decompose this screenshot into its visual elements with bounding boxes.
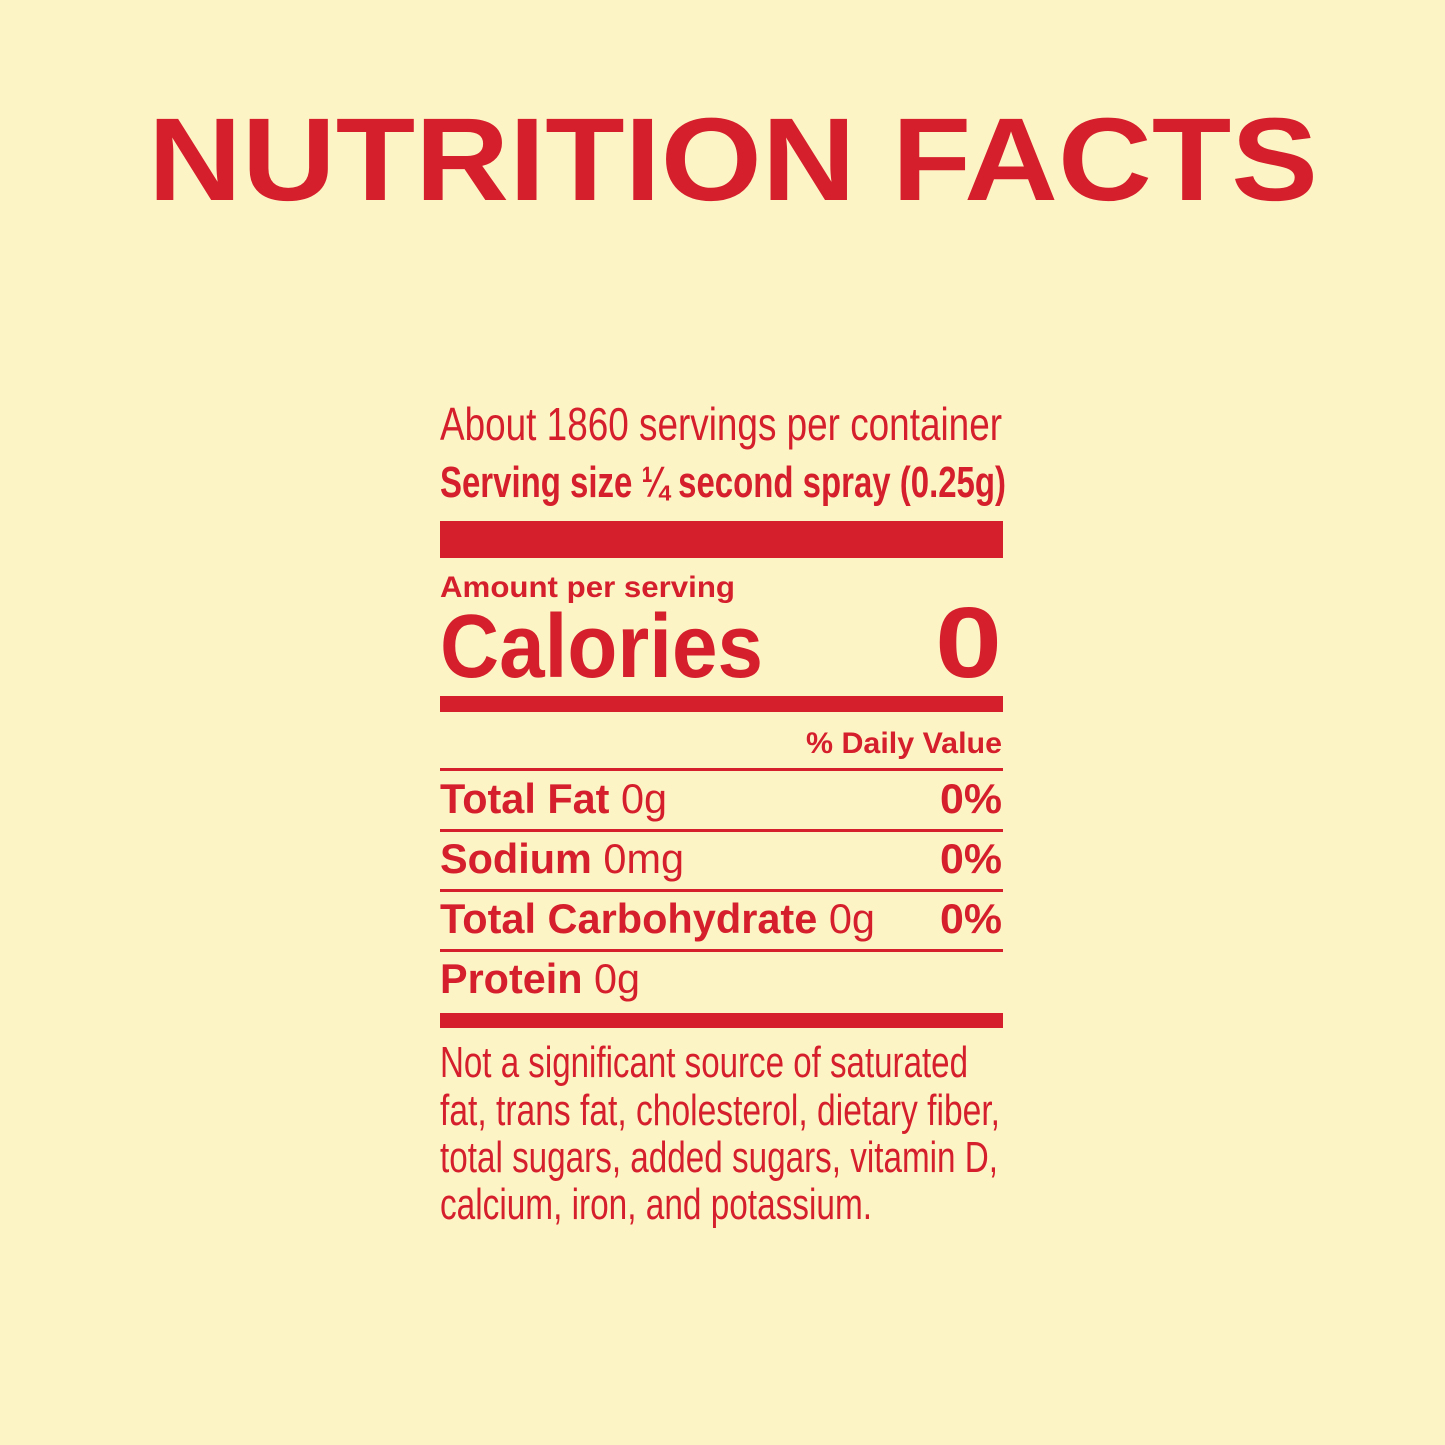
nutrient-amount: 0mg xyxy=(603,835,684,882)
thin-rule xyxy=(440,949,1003,952)
medium-rule xyxy=(440,1013,1003,1028)
calories-value: 0 xyxy=(935,587,1002,699)
thin-rule xyxy=(440,768,1003,771)
nutrient-dv: 0% xyxy=(940,835,1002,882)
nutrient-row: Total Carbohydrate 0g xyxy=(440,895,875,942)
thick-rule xyxy=(440,521,1003,558)
nutrient-name: Protein xyxy=(440,955,582,1002)
amount-per-serving: Amount per serving xyxy=(440,571,735,604)
footnote-line: Not a significant source of saturated xyxy=(440,1038,968,1087)
daily-value-header: % Daily Value xyxy=(806,727,1002,760)
nutrient-name: Sodium xyxy=(440,835,592,882)
nutrient-amount: 0g xyxy=(594,955,640,1002)
footnote-line: total sugars, added sugars, vitamin D, xyxy=(440,1133,998,1182)
nutrient-dv: 0% xyxy=(940,895,1002,942)
thin-rule xyxy=(440,829,1003,832)
nutrient-name: Total Carbohydrate xyxy=(440,895,817,942)
nutrient-amount: 0g xyxy=(829,895,875,942)
nutrient-row: Total Fat 0g xyxy=(440,775,667,822)
title: NUTRITION FACTS xyxy=(148,94,1318,226)
servings: About 1860 servings per container xyxy=(440,398,1002,450)
calories-label: Calories xyxy=(440,597,763,697)
footnote-line: calcium, iron, and potassium. xyxy=(440,1180,872,1229)
thin-rule xyxy=(440,889,1003,892)
nutrient-name: Total Fat xyxy=(440,775,609,822)
nutrient-dv: 0% xyxy=(940,775,1002,822)
nutrient-amount: 0g xyxy=(621,775,667,822)
nutrient-row: Sodium 0mg xyxy=(440,835,684,882)
serving-size: Serving size ¼ second spray (0.25g) xyxy=(440,458,1006,507)
nutrient-row: Protein 0g xyxy=(440,955,640,1002)
medium-rule xyxy=(440,696,1003,712)
footnote-line: fat, trans fat, cholesterol, dietary fib… xyxy=(440,1086,1000,1135)
